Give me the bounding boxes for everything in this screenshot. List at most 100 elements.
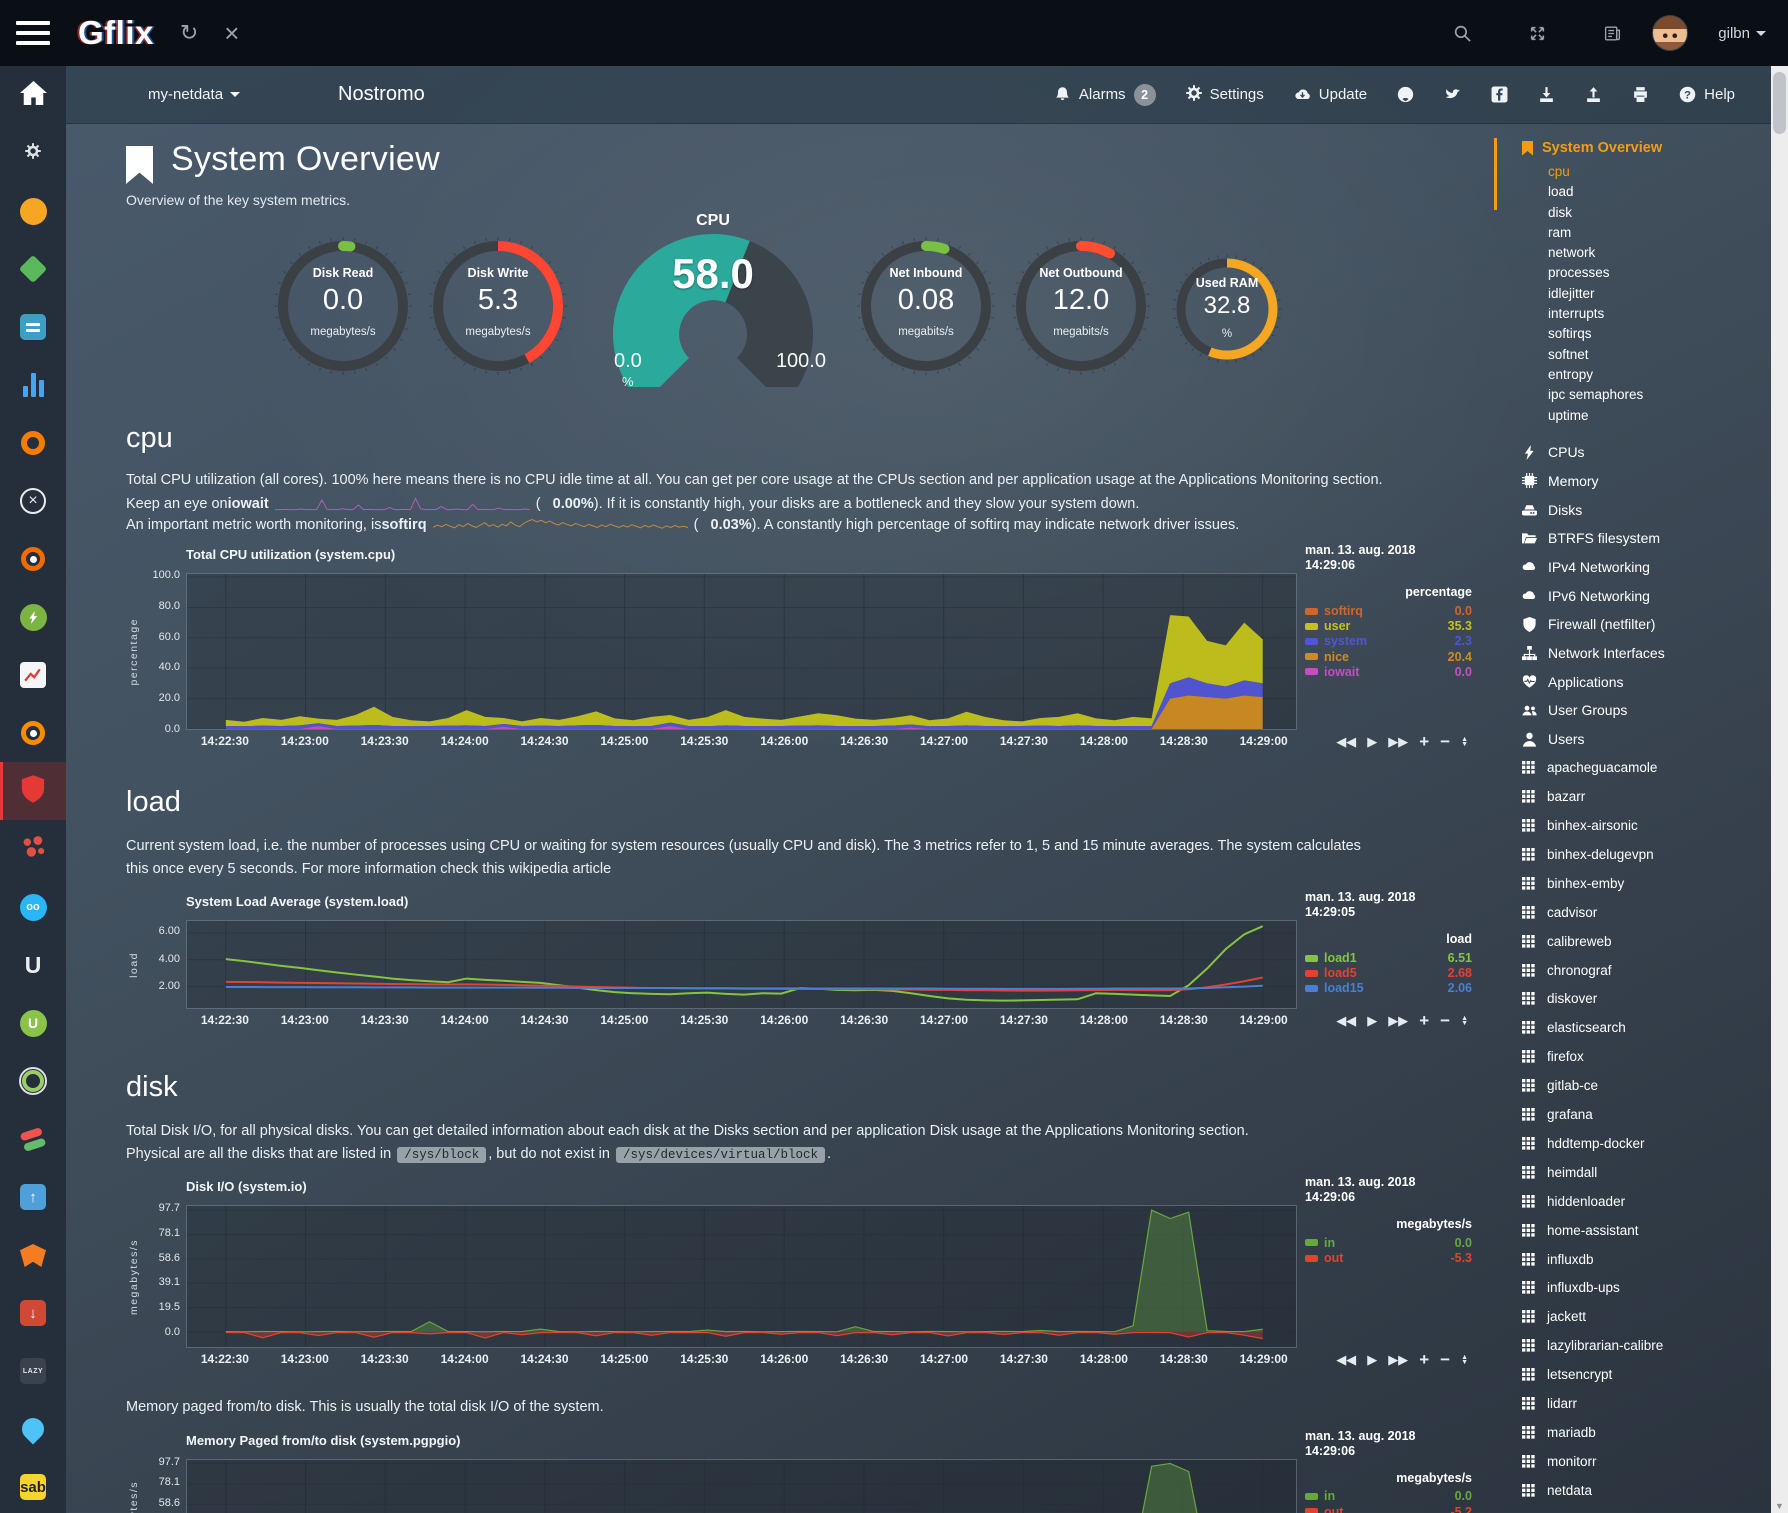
page-scrollbar[interactable]: ▼ [1771,66,1788,1513]
legend-row-out[interactable]: out-5.2 [1305,1504,1472,1513]
chart-zoom-in-icon[interactable]: + [1419,1350,1429,1370]
sidebar-category-firewall-netfilter-[interactable]: Firewall (netfilter) [1522,610,1771,639]
sidebar-app-gitlab-ce[interactable]: gitlab-ce [1522,1071,1771,1100]
sidebar-category-users[interactable]: Users [1522,725,1771,754]
sidebar-item-processes[interactable]: processes [1522,263,1771,283]
app-blue-drop-icon[interactable] [0,1400,66,1458]
sidebar-app-letsencrypt[interactable]: letsencrypt [1522,1360,1771,1389]
sidebar-app-lazylibrarian-calibre[interactable]: lazylibrarian-calibre [1522,1331,1771,1360]
chart-zoom-in-icon[interactable]: + [1419,732,1429,752]
app-green-diamond-icon[interactable] [0,240,66,298]
twitter-icon[interactable] [1444,86,1461,103]
app-green-rings-icon[interactable] [0,1052,66,1110]
gauge-cpu[interactable]: CPU 58.0 0.0 100.0 % [588,212,838,387]
app-green-bolt-icon[interactable] [0,588,66,646]
sidebar-item-network[interactable]: network [1522,243,1771,263]
legend-row-out[interactable]: out-5.3 [1305,1251,1472,1266]
sidebar-app-chronograf[interactable]: chronograf [1522,956,1771,985]
sidebar-item-disk[interactable]: disk [1522,203,1771,223]
chart-rewind-icon[interactable]: ◀◀ [1336,1013,1356,1029]
gauge-disk-read[interactable]: Disk Read 0.0 megabytes/s [263,226,423,386]
sidebar-app-binhex-airsonic[interactable]: binhex-airsonic [1522,811,1771,840]
chart-zoom-out-icon[interactable]: − [1440,1011,1450,1031]
sidebar-item-entropy[interactable]: entropy [1522,365,1771,385]
chart-zoom-out-icon[interactable]: − [1440,1350,1450,1370]
chart-play-icon[interactable]: ▶ [1367,1013,1377,1029]
load-chart[interactable]: System Load Average (system.load) man. 1… [126,890,1472,1033]
user-menu[interactable]: gilbn [1718,25,1766,42]
sidebar-app-calibreweb[interactable]: calibreweb [1522,927,1771,956]
app-red-down-icon[interactable]: ↓ [0,1284,66,1342]
sidebar-category-disks[interactable]: Disks [1522,495,1771,524]
sidebar-item-cpu[interactable]: cpu [1522,162,1771,182]
sidebar-item-uptime[interactable]: uptime [1522,406,1771,426]
gauge-used-ram[interactable]: Used RAM 32.8 % [1166,248,1288,370]
app-sab-icon[interactable]: sab [0,1458,66,1513]
print-icon[interactable] [1632,86,1649,103]
export-snapshot-icon[interactable] [1585,86,1602,103]
disk-io-chart[interactable]: Disk I/O (system.io) man. 13. aug. 20181… [126,1175,1472,1372]
app-white-u-icon[interactable]: U [0,936,66,994]
settings-icon[interactable] [0,124,66,182]
chart-resize-handle[interactable]: ▲▼ [1461,737,1468,747]
sidebar-app-jackett[interactable]: jackett [1522,1302,1771,1331]
sidebar-app-diskover[interactable]: diskover [1522,985,1771,1014]
chart-zoom-out-icon[interactable]: − [1440,732,1450,752]
hamburger-menu-icon[interactable] [16,21,50,45]
sidebar-category-applications[interactable]: Applications [1522,667,1771,696]
sidebar-item-idlejitter[interactable]: idlejitter [1522,284,1771,304]
sidebar-category-ipv6-networking[interactable]: IPv6 Networking [1522,581,1771,610]
sidebar-app-lidarr[interactable]: lidarr [1522,1389,1771,1418]
update-button[interactable]: Update [1294,86,1367,103]
legend-row-in[interactable]: in0.0 [1305,1489,1472,1504]
sidebar-item-softnet[interactable]: softnet [1522,345,1771,365]
settings-button[interactable]: Settings [1186,85,1264,105]
iowait-sparkline[interactable] [275,497,530,512]
gauge-net-outbound[interactable]: Net Outbound 12.0 megabits/s [1001,226,1161,386]
app-orange-ring-icon[interactable] [0,414,66,472]
sidebar-category-ipv4-networking[interactable]: IPv4 Networking [1522,553,1771,582]
app-teal-stack-icon[interactable] [0,298,66,356]
app-orange-ringdot-icon[interactable] [0,530,66,588]
chart-forward-icon[interactable]: ▶▶ [1388,1013,1408,1029]
chart-forward-icon[interactable]: ▶▶ [1388,734,1408,750]
sidebar-app-mariadb[interactable]: mariadb [1522,1418,1771,1447]
user-avatar[interactable] [1652,15,1688,51]
chart-zoom-in-icon[interactable]: + [1419,1011,1429,1031]
sidebar-item-ram[interactable]: ram [1522,223,1771,243]
legend-row-load15[interactable]: load152.06 [1305,981,1472,996]
scrollbar-down-arrow[interactable]: ▼ [1771,1501,1788,1511]
sidebar-app-cadvisor[interactable]: cadvisor [1522,898,1771,927]
chart-controls[interactable]: ◀◀▶▶▶+−▲▼ [1297,732,1472,752]
legend-row-softirq[interactable]: softirq0.0 [1305,603,1472,618]
sidebar-category-cpus[interactable]: CPUs [1522,438,1771,467]
scrollbar-thumb[interactable] [1773,72,1786,134]
app-green-u-icon[interactable]: U [0,994,66,1052]
app-logo[interactable]: Gflix [78,14,154,52]
sidebar-item-softirqs[interactable]: softirqs [1522,324,1771,344]
chart-play-icon[interactable]: ▶ [1367,734,1377,750]
chart-resize-handle[interactable]: ▲▼ [1461,1355,1468,1365]
sidebar-app-apacheguacamole[interactable]: apacheguacamole [1522,753,1771,782]
sidebar-section-system-overview[interactable]: System Overview [1522,140,1771,156]
sidebar-app-grafana[interactable]: grafana [1522,1100,1771,1129]
chart-controls[interactable]: ◀◀▶▶▶+−▲▼ [1297,1011,1472,1031]
sidebar-item-ipc-semaphores[interactable]: ipc semaphores [1522,385,1771,405]
chart-plot-area[interactable] [186,573,1297,730]
app-blue-oo-icon[interactable]: oo [0,878,66,936]
fullscreen-icon[interactable] [1528,24,1547,43]
chart-plot-area[interactable] [186,1205,1297,1348]
legend-row-nice[interactable]: nice20.4 [1305,649,1472,664]
refresh-icon[interactable]: ↻ [180,22,198,44]
legend-row-iowait[interactable]: iowait0.0 [1305,664,1472,679]
chart-rewind-icon[interactable]: ◀◀ [1336,1352,1356,1368]
sidebar-app-influxdb[interactable]: influxdb [1522,1245,1771,1274]
sidebar-app-firefox[interactable]: firefox [1522,1042,1771,1071]
legend-row-load1[interactable]: load16.51 [1305,950,1472,965]
chart-plot-area[interactable] [186,1459,1297,1513]
chart-resize-handle[interactable]: ▲▼ [1461,1016,1468,1026]
app-red-graph-icon[interactable] [0,646,66,704]
github-icon[interactable] [1397,86,1414,103]
changelog-icon[interactable] [1603,24,1622,43]
alarms-button[interactable]: Alarms2 [1054,84,1156,106]
